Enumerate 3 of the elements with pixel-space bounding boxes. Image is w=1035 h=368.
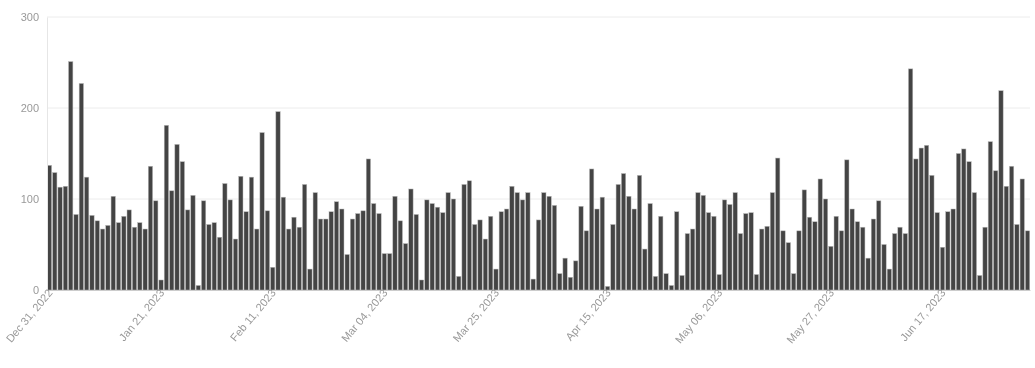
y-tick-label: 200: [20, 102, 39, 115]
y-tick-label: 300: [20, 11, 39, 24]
y-tick-label: 100: [20, 193, 39, 206]
